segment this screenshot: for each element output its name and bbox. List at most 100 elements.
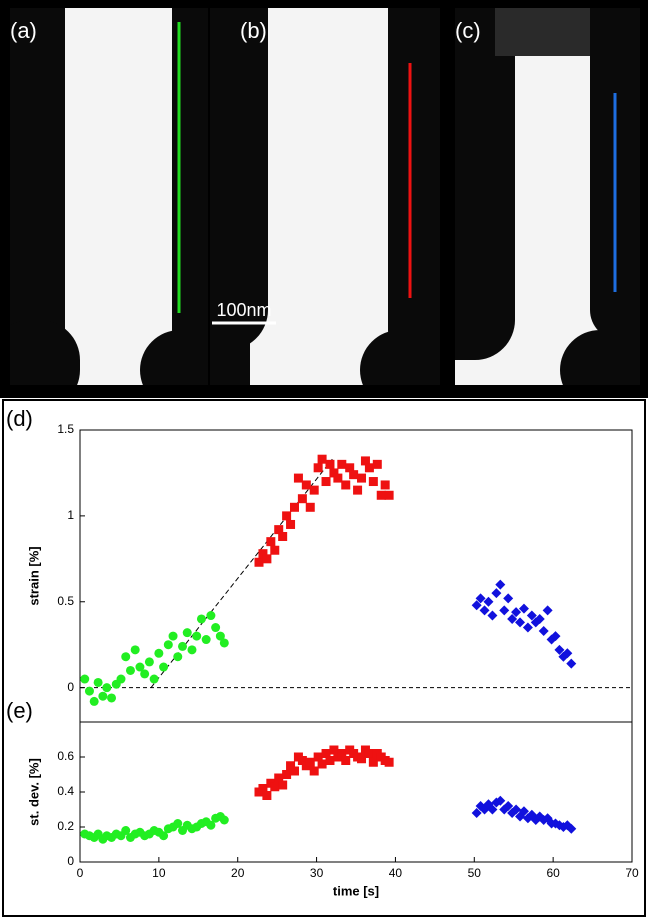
point xyxy=(345,463,355,473)
point xyxy=(499,605,510,616)
y-tick-label: 0 xyxy=(67,680,74,694)
point xyxy=(159,662,169,672)
point xyxy=(262,554,272,564)
panel-label: (b) xyxy=(240,18,267,43)
point xyxy=(192,631,202,641)
x-axis-label: time [s] xyxy=(333,883,379,898)
point xyxy=(144,657,154,667)
point xyxy=(159,831,169,841)
x-tick-label: 60 xyxy=(546,866,560,880)
point xyxy=(293,473,303,483)
point xyxy=(270,545,280,555)
point xyxy=(219,638,229,648)
point xyxy=(353,485,363,495)
panel-label: (d) xyxy=(6,406,33,431)
x-tick-label: 40 xyxy=(389,866,403,880)
x-tick-label: 10 xyxy=(152,866,166,880)
point xyxy=(349,470,359,480)
point xyxy=(182,628,192,638)
y-tick-label: 1.5 xyxy=(57,422,74,436)
point xyxy=(219,815,229,825)
point xyxy=(258,784,268,793)
point xyxy=(483,596,494,607)
point xyxy=(368,477,378,487)
point xyxy=(503,801,514,811)
point xyxy=(262,791,272,800)
point xyxy=(357,754,367,764)
point xyxy=(317,759,327,769)
point xyxy=(511,804,522,815)
point xyxy=(341,756,351,765)
point xyxy=(196,614,206,624)
point xyxy=(372,459,382,469)
point xyxy=(98,691,108,701)
point xyxy=(140,669,150,679)
point xyxy=(301,480,311,490)
point xyxy=(206,611,216,621)
point xyxy=(313,463,323,473)
point xyxy=(511,607,522,618)
point xyxy=(321,477,331,487)
y-tick-label: 0.2 xyxy=(57,819,74,833)
point xyxy=(542,605,553,616)
x-tick-label: 20 xyxy=(231,866,245,880)
point xyxy=(93,677,103,687)
point xyxy=(282,770,292,779)
point xyxy=(258,549,268,559)
point xyxy=(337,459,347,469)
point xyxy=(274,525,284,535)
y-tick-label: 0.4 xyxy=(57,784,74,798)
scale-bar-label: 100nm xyxy=(216,300,271,320)
y-tick-label: 0.6 xyxy=(57,749,74,763)
point xyxy=(107,693,117,703)
point xyxy=(507,613,518,624)
point xyxy=(566,823,577,834)
point xyxy=(289,502,299,512)
panel-label: (a) xyxy=(10,18,37,43)
point xyxy=(364,749,374,758)
point xyxy=(522,622,533,633)
point xyxy=(376,490,386,500)
point xyxy=(289,766,299,776)
point xyxy=(341,480,351,490)
point xyxy=(135,662,145,672)
point xyxy=(384,490,394,500)
point xyxy=(384,757,394,767)
x-tick-label: 70 xyxy=(625,866,639,880)
point xyxy=(495,795,506,806)
point xyxy=(309,485,319,495)
panel-c xyxy=(455,8,640,385)
point xyxy=(116,674,126,684)
point xyxy=(487,804,498,815)
point xyxy=(168,631,178,641)
point xyxy=(297,756,307,765)
point xyxy=(173,819,183,828)
point xyxy=(215,631,225,641)
point xyxy=(309,766,319,776)
point xyxy=(337,749,347,758)
point xyxy=(297,494,307,504)
point xyxy=(305,502,315,512)
point xyxy=(518,806,529,817)
point xyxy=(206,820,216,830)
point xyxy=(286,519,296,529)
point xyxy=(125,665,135,675)
point xyxy=(471,600,482,611)
y-axis-label: strain [%] xyxy=(26,546,41,605)
point xyxy=(313,752,323,762)
point xyxy=(491,588,502,599)
point xyxy=(554,644,565,655)
point xyxy=(317,454,327,464)
point xyxy=(380,480,390,490)
point xyxy=(364,463,374,473)
point xyxy=(495,579,506,590)
point xyxy=(130,645,140,655)
point xyxy=(329,745,339,755)
point xyxy=(333,473,343,483)
point xyxy=(368,757,378,767)
point xyxy=(173,652,183,662)
point xyxy=(550,631,561,642)
point xyxy=(102,683,112,693)
